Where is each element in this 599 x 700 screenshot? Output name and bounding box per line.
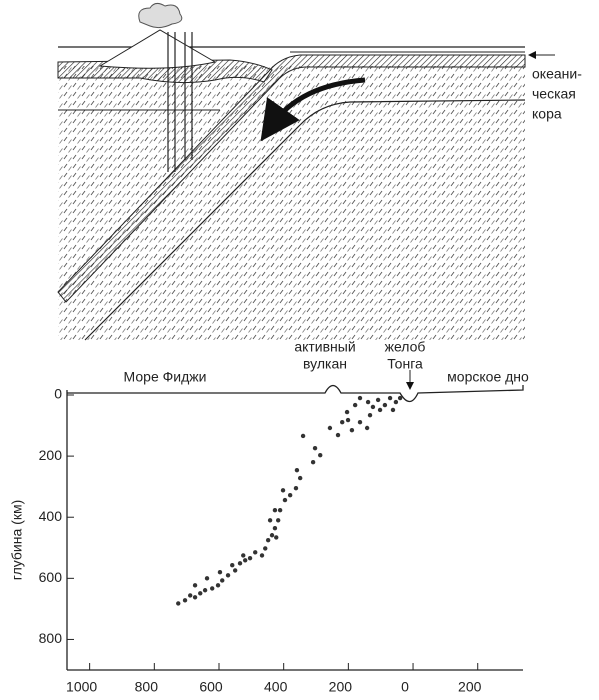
quake-point xyxy=(230,562,235,568)
x-tick-label: 200 xyxy=(329,679,353,695)
motion-arrow xyxy=(260,77,366,142)
quake-point xyxy=(367,412,373,418)
annotation: вулкан xyxy=(303,356,347,372)
x-tick-label: 800 xyxy=(135,679,159,695)
seafloor-profile xyxy=(67,384,524,403)
y-tick-label: 400 xyxy=(39,508,63,524)
quake-point xyxy=(377,407,383,413)
quake-point xyxy=(247,555,253,561)
y-tick-label: 0 xyxy=(54,386,62,402)
chart-frame: Море Фиджи активный вулкан желоб Тонга м… xyxy=(9,339,529,671)
quake-point xyxy=(274,535,279,540)
quake-point xyxy=(192,583,198,588)
x-tick-label: 400 xyxy=(264,679,288,695)
crust-label: кора xyxy=(532,106,562,122)
quake-point xyxy=(364,425,370,431)
quake-point xyxy=(335,432,341,438)
x-tick-label: 600 xyxy=(199,679,223,695)
quake-point xyxy=(237,561,243,566)
quake-point xyxy=(210,586,215,591)
annotation: активный xyxy=(294,339,355,355)
quake-point xyxy=(345,417,351,423)
quake-point xyxy=(204,576,210,581)
quake-point xyxy=(280,488,286,493)
quake-point xyxy=(215,583,221,588)
quake-point xyxy=(357,419,363,425)
quake-point xyxy=(340,419,345,425)
quake-point xyxy=(382,402,388,408)
quake-point xyxy=(397,395,403,401)
quake-point xyxy=(327,425,333,431)
quake-point xyxy=(217,570,223,575)
crust-label: ческая xyxy=(532,86,576,102)
annotation: Море Фиджи xyxy=(124,369,207,385)
quake-point xyxy=(349,427,355,433)
quake-point xyxy=(294,467,300,473)
quake-point xyxy=(272,526,278,531)
y-tick-label: 600 xyxy=(39,569,63,585)
quake-point xyxy=(198,591,203,596)
quake-point xyxy=(357,395,363,401)
annotation: желоб xyxy=(385,339,426,355)
quake-point xyxy=(390,407,396,413)
x-tick-label: 200 xyxy=(458,679,482,695)
subduction-diagram: океани- ческая кора xyxy=(57,2,582,341)
quake-point xyxy=(192,595,198,600)
slab-base xyxy=(84,99,526,341)
quake-point xyxy=(277,507,283,513)
quake-point xyxy=(287,493,293,498)
quake-point xyxy=(272,507,278,513)
annotation: Тонга xyxy=(387,356,423,372)
quake-point xyxy=(393,399,399,405)
quake-point xyxy=(220,578,225,583)
quake-point xyxy=(370,404,376,410)
quake-point xyxy=(241,553,246,558)
quake-point xyxy=(263,546,268,551)
quake-point xyxy=(265,537,271,543)
quake-point xyxy=(300,433,306,439)
quake-point xyxy=(269,533,275,538)
quake-point xyxy=(267,518,273,523)
eruption-plume xyxy=(138,2,183,29)
quake-point xyxy=(259,553,265,558)
quake-point xyxy=(176,601,181,606)
quake-point xyxy=(188,593,193,598)
x-tick-label: 1000 xyxy=(66,679,97,695)
quake-point xyxy=(232,568,238,573)
quake-point xyxy=(312,445,318,451)
volcano xyxy=(98,29,217,69)
quake-point xyxy=(375,397,381,403)
quake-point xyxy=(352,402,358,408)
quake-point xyxy=(365,399,371,405)
y-tick-label: 200 xyxy=(39,447,63,463)
quake-point xyxy=(344,409,350,415)
annotation: морское дно xyxy=(447,369,529,385)
quake-point xyxy=(202,588,208,593)
quake-point xyxy=(182,598,188,603)
quake-point xyxy=(282,497,288,503)
quake-point xyxy=(293,485,299,491)
y-axis-label: глубина (км) xyxy=(9,500,25,580)
quake-point xyxy=(297,475,303,481)
conduits xyxy=(167,32,193,172)
quake-point xyxy=(318,452,323,458)
x-tick-label: 0 xyxy=(401,679,409,695)
quake-point xyxy=(253,550,258,555)
oceanic-slab xyxy=(57,54,526,303)
quake-point xyxy=(310,460,316,465)
quake-point xyxy=(387,395,393,401)
quake-point xyxy=(242,558,248,563)
quake-point xyxy=(225,573,231,578)
y-tick-label: 800 xyxy=(39,630,63,646)
quake-point xyxy=(275,518,281,523)
crust-label: океани- xyxy=(532,66,582,82)
